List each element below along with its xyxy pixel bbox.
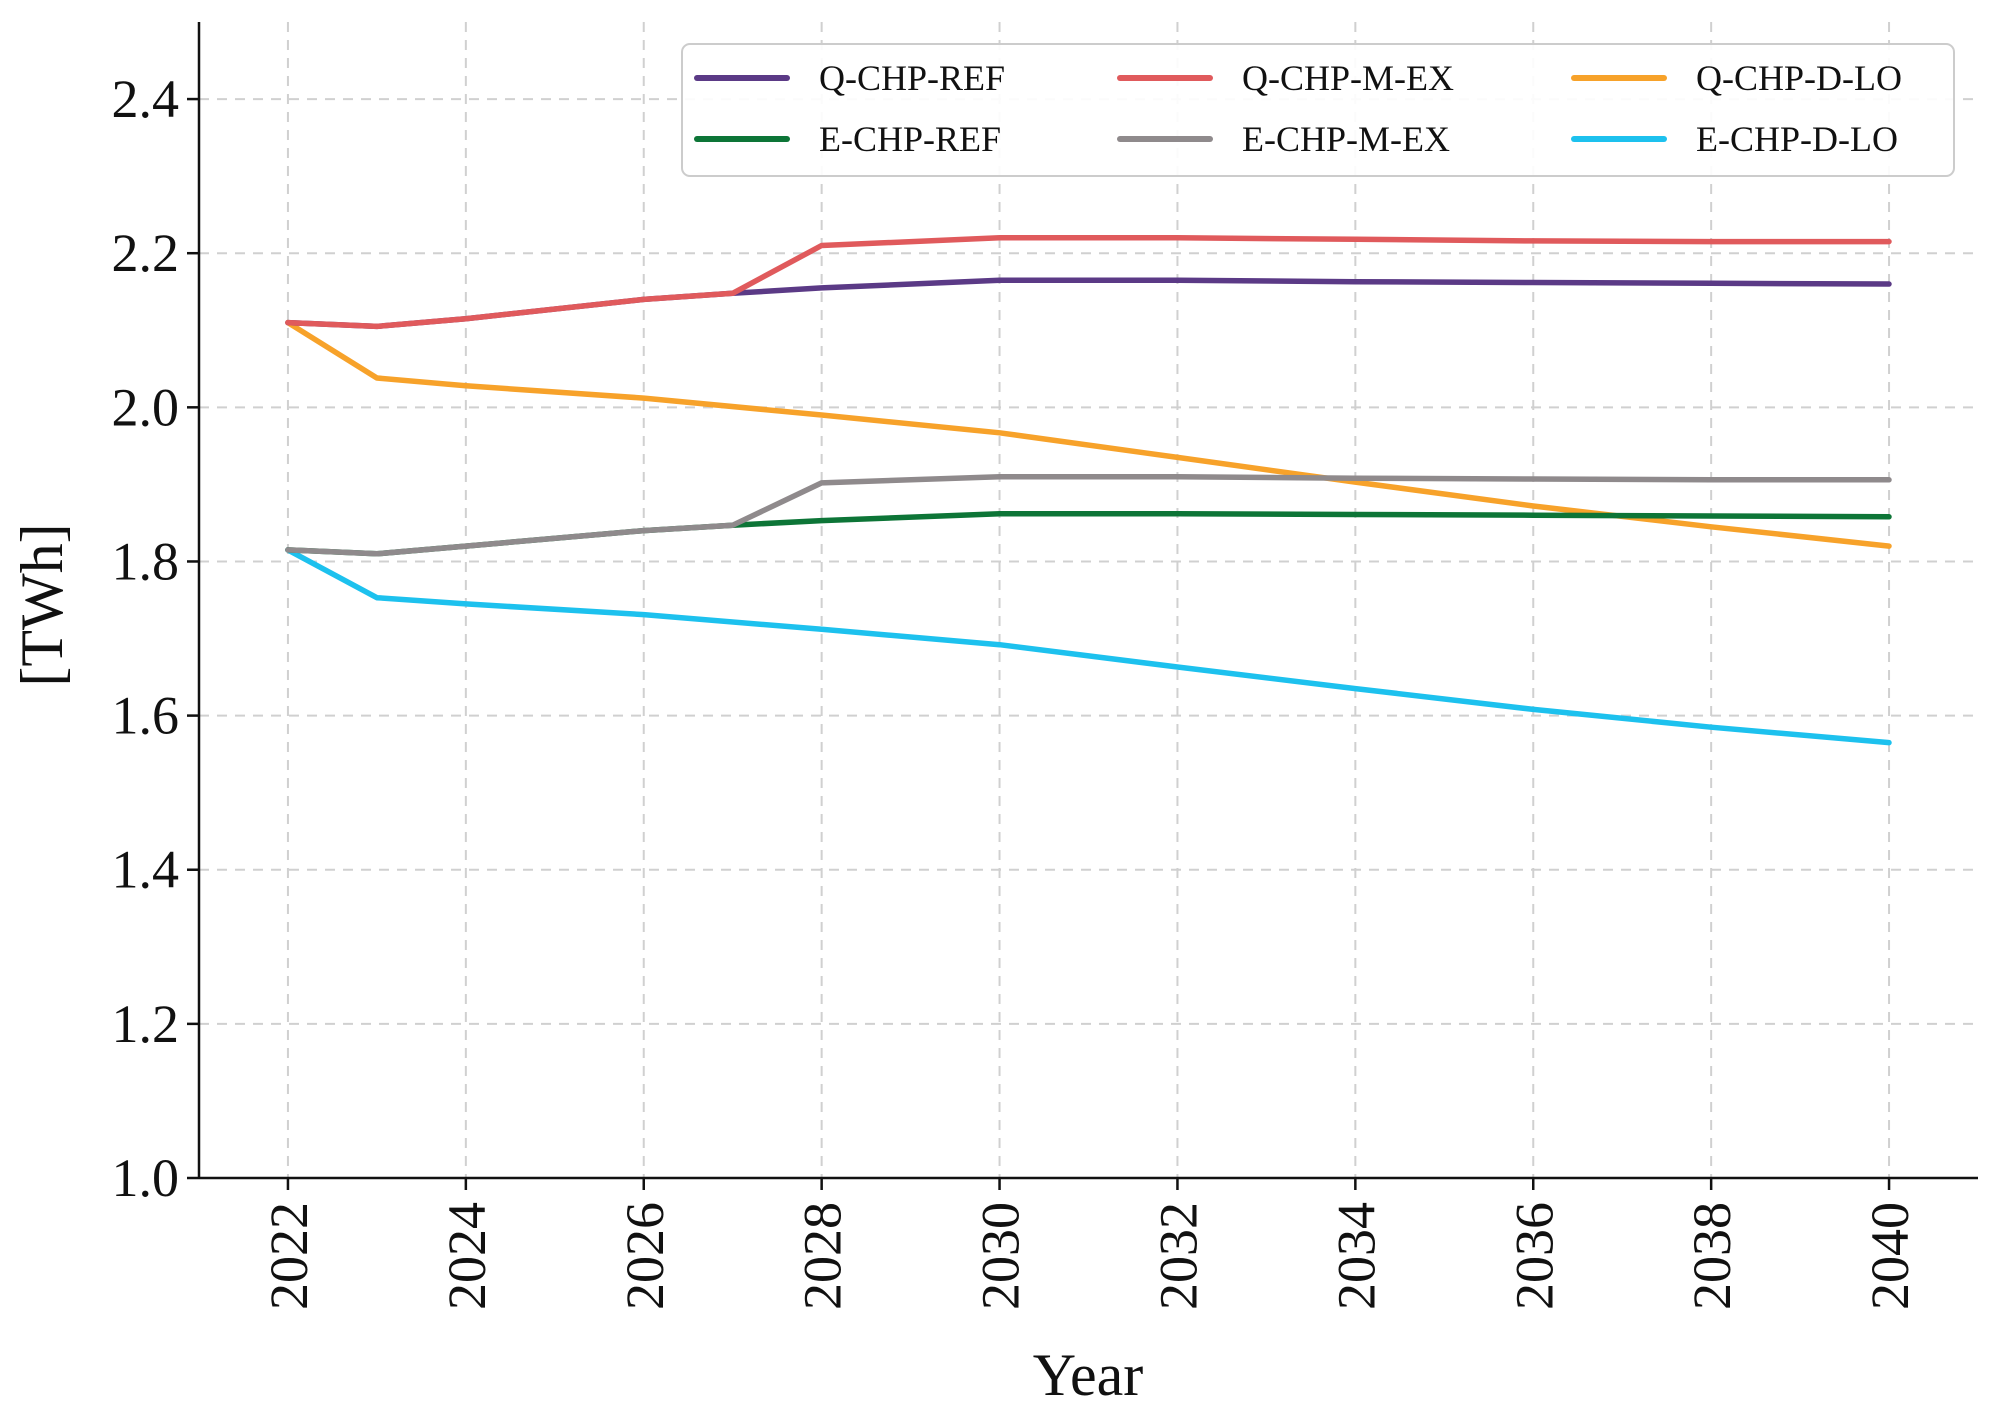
grid-layer <box>199 22 1978 1179</box>
legend-label-q-chp-ref: Q-CHP-REF <box>819 58 1005 98</box>
y-tick-label: 1.0 <box>112 1148 180 1208</box>
x-tick-label: 2024 <box>437 1202 497 1310</box>
legend-label-e-chp-ref: E-CHP-REF <box>819 119 1001 159</box>
series-layer <box>285 235 1892 746</box>
series-line-e-chp-m-ex <box>285 473 1892 557</box>
series-line-q-chp-ref <box>285 277 1892 330</box>
y-tick-label: 1.8 <box>112 531 180 591</box>
x-tick-label: 2030 <box>971 1202 1031 1310</box>
series-line-q-chp-m-ex <box>285 235 1892 330</box>
y-axis-title: [TWh] <box>9 523 75 686</box>
legend-label-q-chp-m-ex: Q-CHP-M-EX <box>1242 58 1454 98</box>
x-tick-label: 2026 <box>615 1202 675 1310</box>
y-tick-label: 2.2 <box>112 223 180 283</box>
x-tick-label: 2034 <box>1326 1202 1386 1310</box>
x-tick-label: 2028 <box>793 1202 853 1310</box>
x-tick-label: 2038 <box>1682 1202 1742 1310</box>
x-tick-label: 2036 <box>1504 1202 1564 1310</box>
x-axis-title: Year <box>1033 1342 1144 1408</box>
y-tick-label: 1.2 <box>112 994 180 1054</box>
legend: Q-CHP-REF Q-CHP-M-EX Q-CHP-D-LO E-CHP-REF E-… <box>681 43 1955 177</box>
legend-label-e-chp-d-lo: E-CHP-D-LO <box>1696 119 1898 159</box>
series-line-e-chp-d-lo <box>285 547 1892 746</box>
y-tick-label: 1.4 <box>112 840 180 900</box>
legend-label-q-chp-d-lo: Q-CHP-D-LO <box>1696 58 1902 98</box>
y-tick-label: 2.4 <box>112 69 180 129</box>
y-tick-label: 1.6 <box>112 686 180 746</box>
x-tick-label: 2040 <box>1860 1202 1920 1310</box>
axes-layer: 1.0 1.2 1.4 1.6 1.8 2.0 2.2 2.4 2022 2024 2026 2028… <box>112 22 1978 1310</box>
x-tick-label: 2032 <box>1148 1202 1208 1310</box>
legend-label-e-chp-m-ex: E-CHP-M-EX <box>1242 119 1450 159</box>
x-tick-label: 2022 <box>259 1202 319 1310</box>
y-tick-label: 2.0 <box>112 377 180 437</box>
